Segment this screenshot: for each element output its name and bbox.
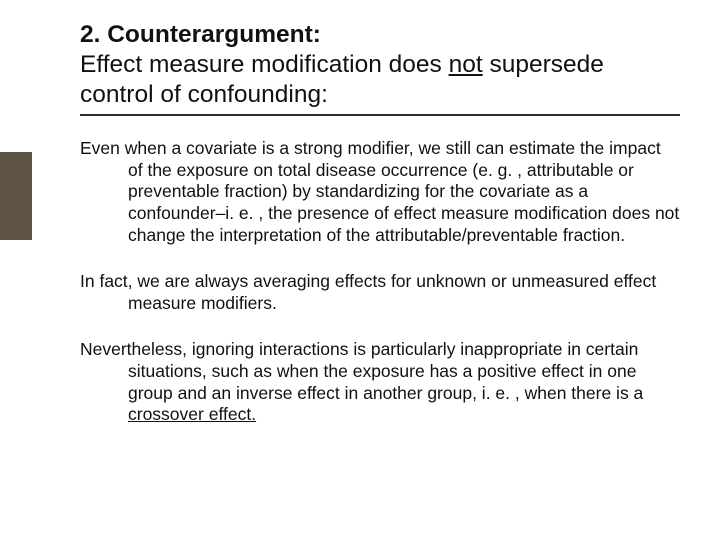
paragraph-3: Nevertheless, ignoring interactions is p…	[80, 339, 680, 427]
paragraph-3-underlined: crossover effect.	[128, 404, 256, 424]
title-underline-rule	[80, 114, 680, 116]
paragraph-2: In fact, we are always averaging effects…	[80, 271, 680, 315]
title-underlined-not: not	[449, 51, 483, 78]
paragraph-1: Even when a covariate is a strong modifi…	[80, 138, 680, 247]
slide: 2. Counterargument: Effect measure modif…	[0, 0, 720, 540]
title-line-2a: Effect measure modification does	[80, 51, 449, 78]
side-accent-bar	[0, 152, 32, 240]
slide-title: 2. Counterargument: Effect measure modif…	[80, 20, 680, 116]
title-line-1: 2. Counterargument:	[80, 21, 321, 48]
paragraph-3-text: Nevertheless, ignoring interactions is p…	[80, 339, 643, 403]
slide-body: Even when a covariate is a strong modifi…	[80, 138, 680, 427]
